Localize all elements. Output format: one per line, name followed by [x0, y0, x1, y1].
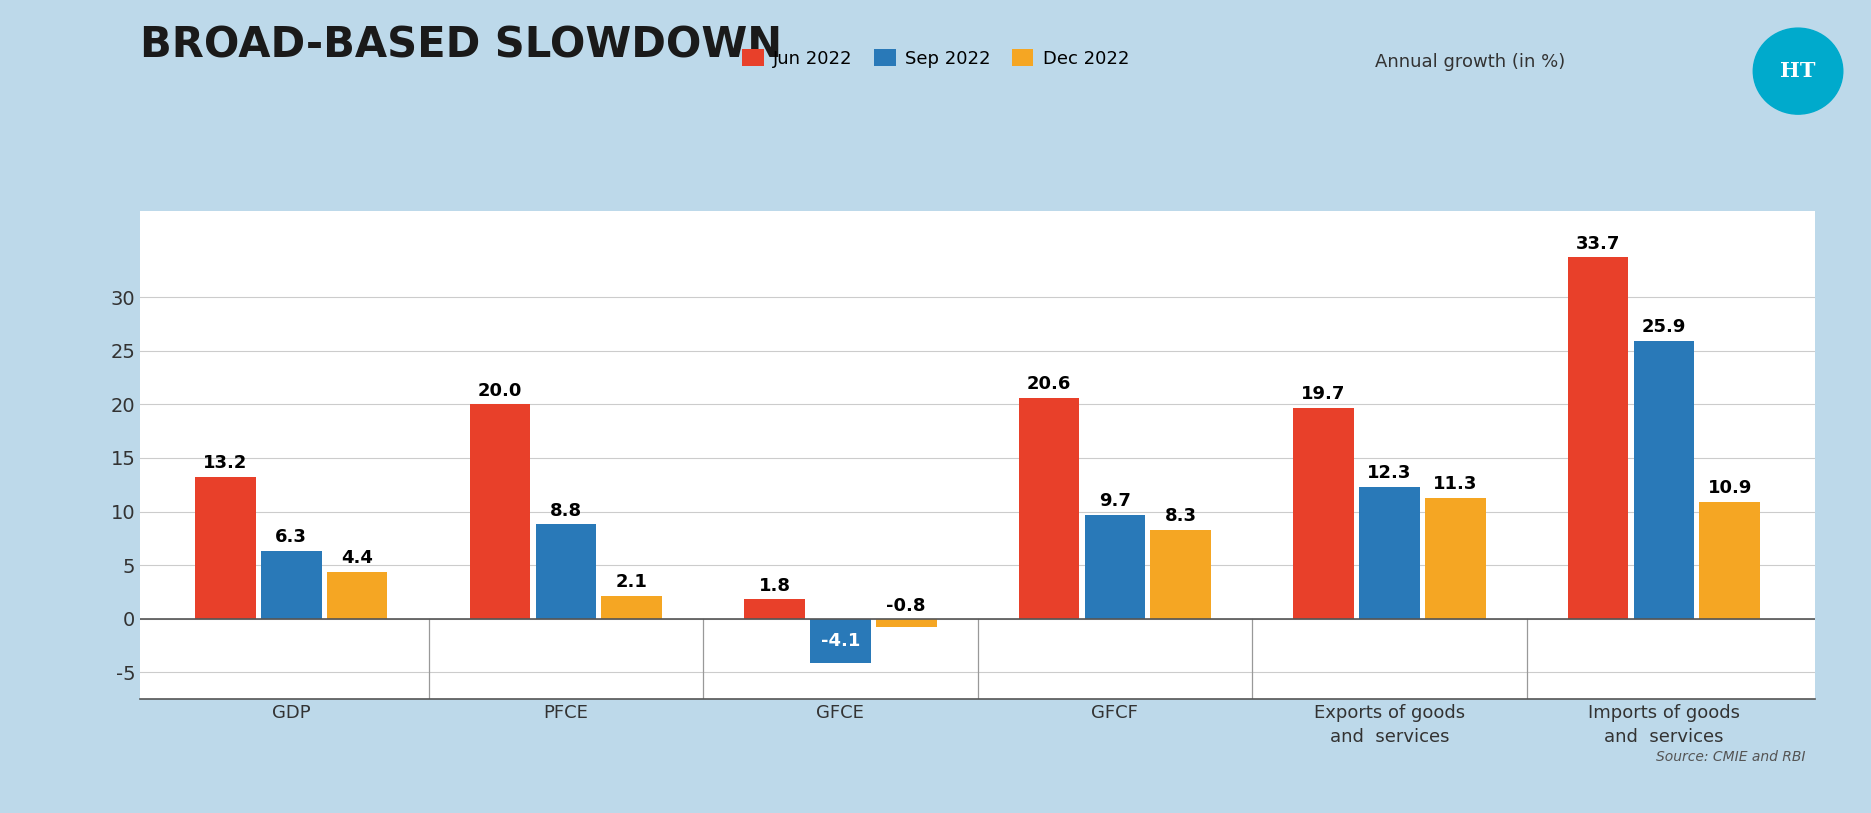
Text: 20.6: 20.6: [1027, 375, 1072, 393]
Text: -4.1: -4.1: [821, 632, 861, 650]
Text: 4.4: 4.4: [341, 549, 372, 567]
Bar: [1568, 258, 1628, 619]
Text: 13.2: 13.2: [204, 454, 247, 472]
Bar: [1358, 487, 1420, 619]
Bar: [1018, 398, 1080, 619]
Bar: [1151, 530, 1211, 619]
Bar: [1699, 502, 1761, 619]
Bar: [876, 619, 937, 628]
Legend: Jun 2022, Sep 2022, Dec 2022: Jun 2022, Sep 2022, Dec 2022: [735, 41, 1136, 75]
Bar: [1085, 515, 1145, 619]
Text: Annual growth (in %): Annual growth (in %): [1375, 53, 1566, 71]
Text: 11.3: 11.3: [1433, 475, 1478, 493]
Text: 33.7: 33.7: [1575, 235, 1620, 253]
Text: -0.8: -0.8: [887, 597, 926, 615]
Circle shape: [1753, 28, 1843, 114]
Bar: [745, 599, 805, 619]
Bar: [535, 524, 597, 619]
Bar: [1633, 341, 1695, 619]
Text: 25.9: 25.9: [1641, 318, 1686, 337]
Bar: [1293, 407, 1355, 619]
Bar: [1426, 498, 1486, 619]
Text: 10.9: 10.9: [1708, 479, 1751, 497]
Text: Source: CMIE and RBI: Source: CMIE and RBI: [1656, 750, 1806, 764]
Bar: [810, 619, 870, 663]
Text: 2.1: 2.1: [616, 573, 647, 591]
Text: BROAD-BASED SLOWDOWN: BROAD-BASED SLOWDOWN: [140, 24, 782, 67]
Text: 9.7: 9.7: [1098, 492, 1130, 510]
Bar: [327, 572, 387, 619]
Bar: [470, 404, 529, 619]
Text: 1.8: 1.8: [758, 576, 790, 594]
Text: 19.7: 19.7: [1302, 385, 1345, 402]
Text: 8.8: 8.8: [550, 502, 582, 520]
Bar: [195, 477, 256, 619]
Bar: [260, 551, 322, 619]
Text: 20.0: 20.0: [477, 381, 522, 399]
Text: 12.3: 12.3: [1368, 464, 1411, 482]
Text: HT: HT: [1781, 61, 1815, 81]
Text: 6.3: 6.3: [275, 528, 307, 546]
Bar: [601, 596, 662, 619]
Text: 8.3: 8.3: [1166, 507, 1197, 525]
